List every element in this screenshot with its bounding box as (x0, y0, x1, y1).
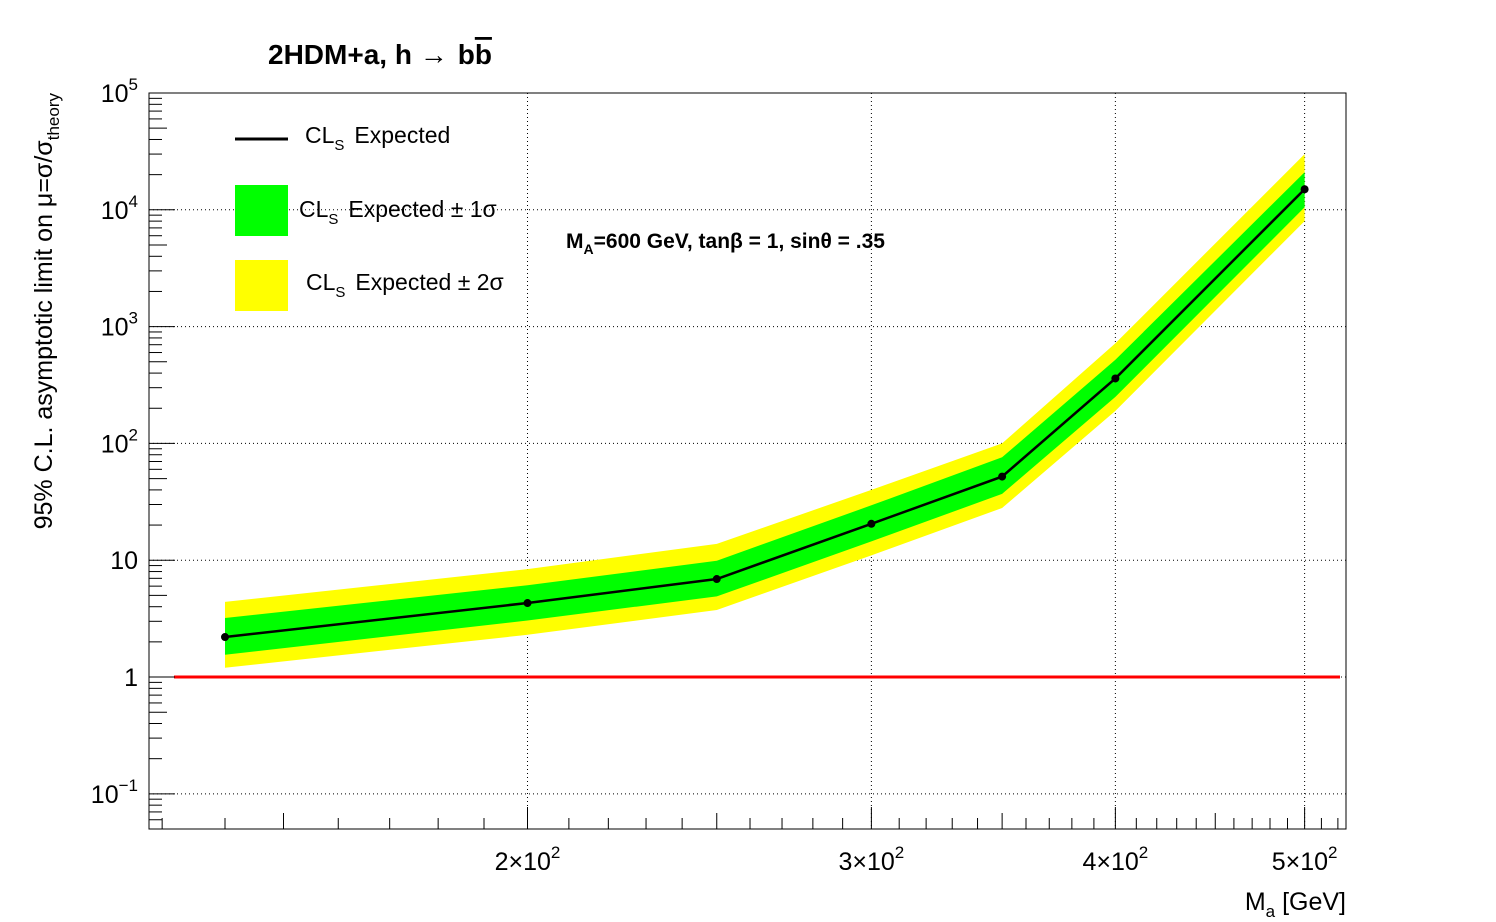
axes: 10−1 1 10 102 103 104 105 2×102 3×102 4×102 5×102 (91, 75, 1339, 876)
legend-1sigma-label: CLS Expected ± 1σ (299, 196, 497, 228)
legend-2sigma-swatch (235, 260, 288, 311)
expected-point (221, 633, 230, 642)
expected-point (998, 472, 1007, 481)
legend-2sigma-label: CLS Expected ± 2σ (306, 269, 504, 301)
y-tick-label: 103 (101, 309, 138, 342)
legend-1sigma-swatch (235, 185, 288, 236)
x-tick-label: 3×102 (838, 843, 904, 876)
expected-point (523, 599, 532, 608)
title-bbar: b (475, 39, 492, 70)
plot-frame (148, 92, 1347, 830)
y-axis-title: 95% C.L. asymptotic limit on μ=σ/σtheory (30, 93, 63, 530)
x-tick-label: 4×102 (1082, 843, 1148, 876)
y-tick-label: 102 (101, 425, 138, 458)
expected-point (1111, 374, 1120, 383)
legend: CLS Expected CLS Expected ± 1σ CLS Expected… (235, 122, 504, 311)
y-tick-label: 105 (101, 75, 138, 108)
band-1sigma (225, 172, 1305, 655)
bands (225, 154, 1305, 668)
expected-line-group (221, 185, 1309, 642)
grid (149, 92, 1346, 829)
x-axis-title: Ma [GeV] (1245, 888, 1346, 921)
y-tick-label: 10 (110, 547, 138, 575)
expected-point (867, 519, 876, 528)
x-tick-label: 5×102 (1272, 843, 1338, 876)
y-tick-label: 104 (101, 192, 138, 225)
y-tick-label: 1 (124, 664, 138, 692)
x-tick-label: 2×102 (495, 843, 561, 876)
parameter-annotation: MA=600 GeV, tanβ = 1, sinθ = .35 (566, 230, 885, 257)
chart-title: 2HDM+a, h → bb (268, 39, 492, 70)
legend-expected-label: CLS Expected (305, 122, 450, 154)
expected-point (712, 575, 721, 584)
expected-point (1300, 185, 1309, 194)
y-tick-label: 10−1 (91, 776, 138, 809)
